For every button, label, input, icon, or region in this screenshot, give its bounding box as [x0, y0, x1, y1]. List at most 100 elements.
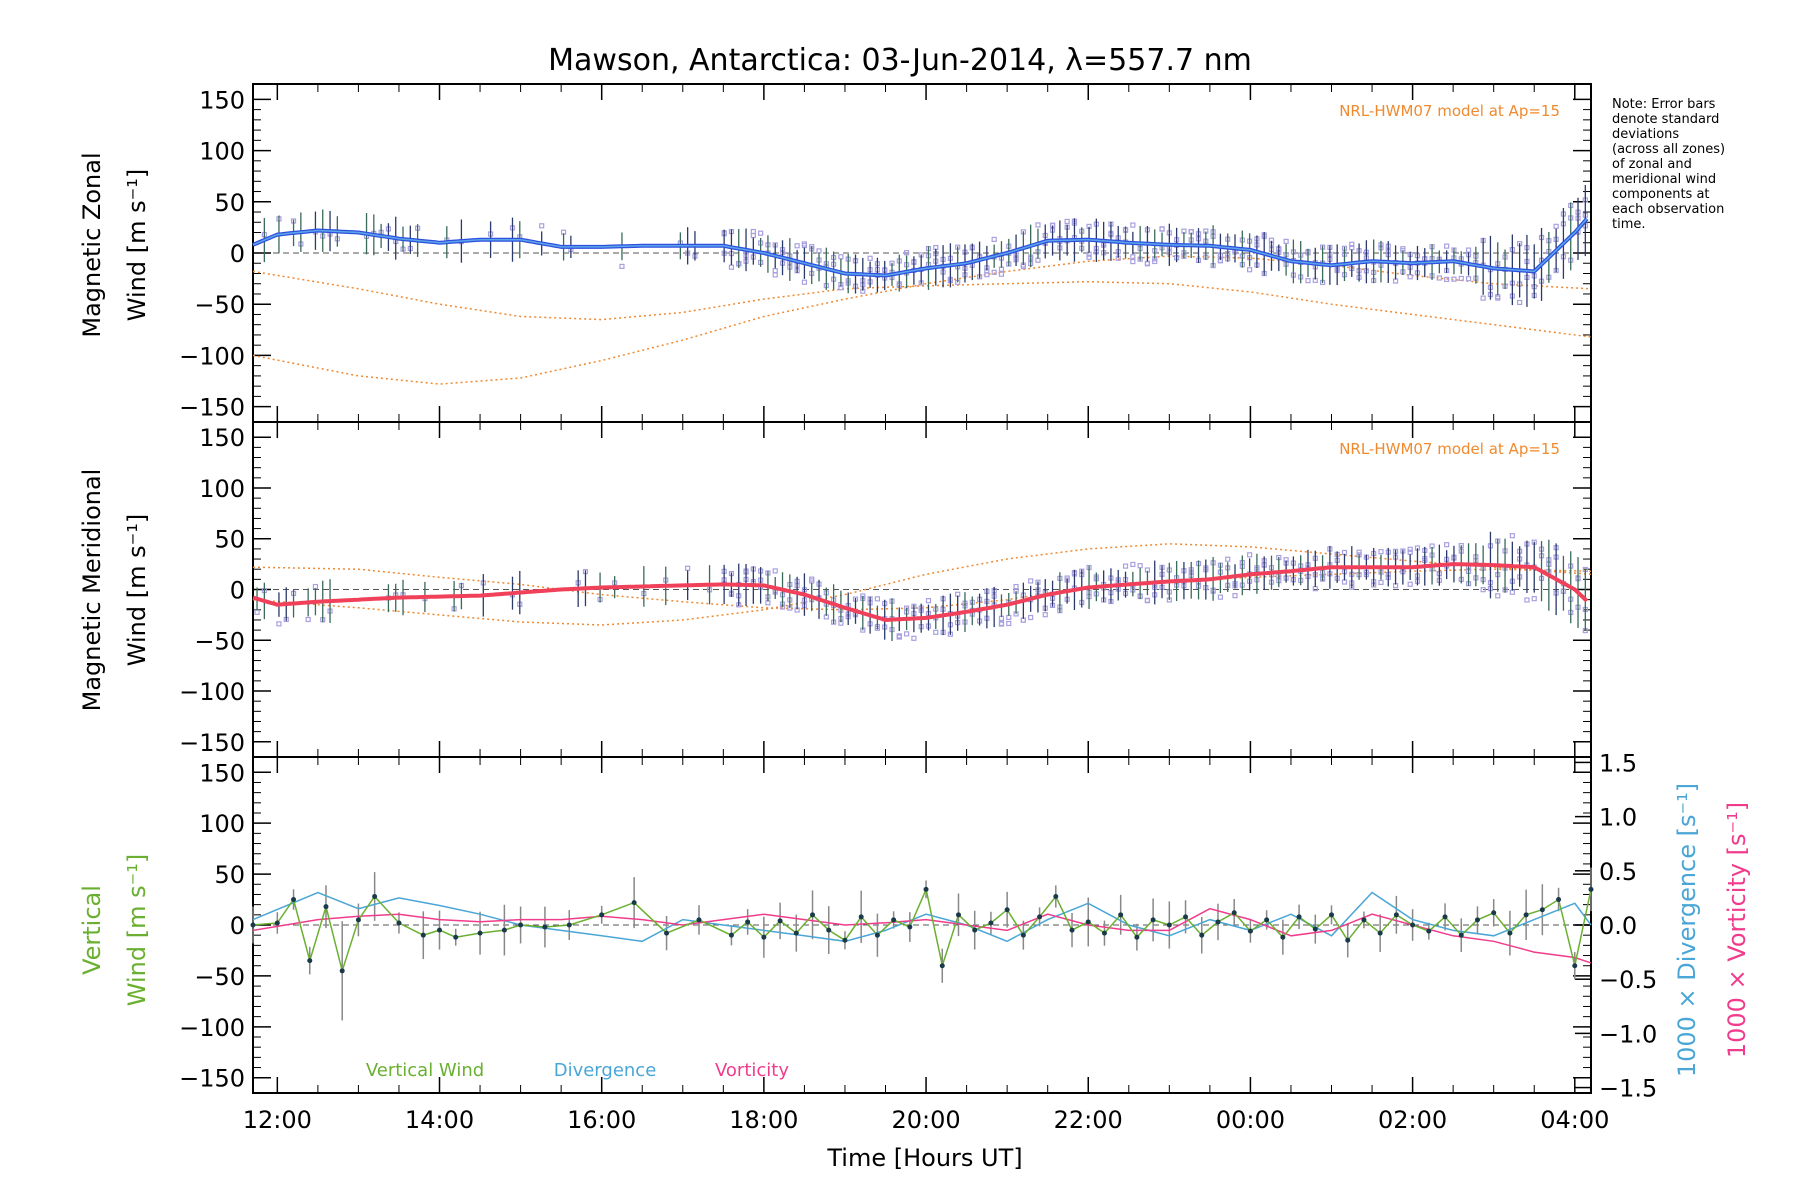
vertical-wind-point: [1150, 917, 1156, 923]
note-line: each observation: [1612, 202, 1724, 217]
zone-sample: [867, 255, 873, 261]
zone-sample: [998, 620, 1005, 627]
vertical-wind-point: [631, 900, 637, 906]
y-tick-label: −100: [179, 342, 245, 370]
vertical-wind-point: [1361, 917, 1367, 923]
vertical-wind-point: [355, 917, 361, 923]
vertical-wind-point: [1523, 912, 1529, 918]
zone-sample: [772, 268, 778, 274]
zone-sample: [1247, 552, 1253, 558]
zone-sample: [1378, 549, 1384, 555]
y-tick-label: −100: [179, 678, 245, 706]
zone-sample: [1495, 294, 1501, 300]
panel-zonal: 150 100 50 0 −50 −100 −150 NRL-HWM07 model at A…: [179, 83, 1592, 423]
zone-sample: [1013, 583, 1019, 590]
zone-sample: [685, 565, 691, 571]
y-tick-label: 150: [199, 759, 245, 787]
zone-sample: [816, 248, 822, 254]
vertical-wind-point: [777, 918, 783, 924]
vertical-wind-point: [1020, 932, 1026, 938]
vertical-wind-point: [858, 914, 864, 920]
zonal-ylabel-line1: Magnetic Zonal: [78, 152, 106, 337]
vertical-wind-point: [664, 930, 670, 936]
zone-sample: [1130, 561, 1136, 568]
y-tick-label: 50: [214, 526, 245, 554]
figure-title: Mawson, Antarctica: 03-Jun-2014, λ=557.7…: [548, 43, 1252, 78]
vertical-wind-point: [1442, 914, 1448, 920]
y-tick-label: 150: [199, 86, 245, 114]
y2-tick-label: −0.5: [1599, 966, 1657, 994]
zone-sample: [801, 241, 808, 247]
model-curve: [252, 543, 1592, 626]
zone-sample: [1006, 614, 1012, 621]
y-tick-label: −150: [179, 394, 245, 422]
zone-sample: [991, 236, 997, 242]
divergence-right-label: 1000 × Divergence [s⁻¹]: [1673, 783, 1701, 1077]
zone-sample: [838, 254, 844, 260]
y-tick-label: 0: [230, 912, 245, 940]
zone-sample: [1217, 594, 1224, 600]
panel-vertical: 150 100 50 0 −50 −100 −150 1.5 1.0 0.5 0.0 −0.5 −1.0…: [179, 749, 1657, 1102]
note-line: components at: [1612, 187, 1710, 202]
zone-sample: [728, 264, 735, 270]
zone-sample: [1028, 578, 1034, 584]
vertical-wind-point: [761, 934, 767, 940]
x-tick-label: 04:00: [1540, 1106, 1609, 1134]
vertical-wind-point: [1037, 914, 1043, 920]
vertical-wind-point: [1296, 914, 1302, 920]
vertical-wind-point: [988, 920, 994, 926]
zone-sample: [1444, 243, 1450, 249]
zone-sample: [1458, 275, 1464, 282]
vertical-wind-point: [1393, 912, 1399, 918]
vertical-wind-point: [842, 937, 848, 943]
vertical-ylabel-line1: Vertical: [78, 885, 106, 975]
vorticity-right-label: 1000 × Vorticity [s⁻¹]: [1723, 802, 1751, 1058]
vertical-wind-point: [250, 922, 256, 928]
zone-sample: [1028, 614, 1034, 621]
zone-sample: [801, 279, 808, 285]
zone-sample: [772, 568, 778, 574]
x-axis-label: Time [Hours UT]: [826, 1144, 1022, 1172]
zone-sample: [1553, 223, 1559, 229]
zone-sample: [911, 635, 917, 641]
x-tick-label: 02:00: [1378, 1106, 1447, 1134]
vertical-wind-point: [1539, 907, 1545, 913]
legend-item: Vorticity: [715, 1060, 789, 1081]
vertical-wind-point: [826, 927, 832, 933]
legend-item: Divergence: [554, 1060, 657, 1081]
x-tick-label: 20:00: [891, 1106, 960, 1134]
zone-sample: [1480, 295, 1486, 301]
zone-sample: [1312, 586, 1318, 592]
vertical-wind-point: [696, 917, 702, 923]
zone-sample: [1465, 276, 1472, 282]
vertical-wind-point: [1166, 922, 1172, 928]
zone-sample: [1130, 222, 1136, 228]
zone-sample: [1480, 587, 1486, 593]
zone-sample: [1130, 254, 1136, 260]
vertical-wind-point: [1053, 893, 1059, 899]
y-tick-label: 150: [199, 424, 245, 452]
vertical-wind-point: [1491, 910, 1497, 916]
vertical-wind-point: [1329, 912, 1335, 918]
zone-sample: [1086, 254, 1092, 260]
zone-sample: [1495, 593, 1501, 599]
y-tick-label: −50: [194, 963, 245, 991]
y-tick-label: −50: [194, 291, 245, 319]
zone-sample: [276, 621, 282, 627]
zone-sample: [619, 263, 625, 269]
zone-sample: [991, 269, 997, 275]
zone-sample: [750, 228, 756, 235]
vertical-wind-point: [1280, 934, 1286, 940]
zone-sample: [1122, 563, 1129, 569]
y-tick-label: 50: [214, 861, 245, 889]
zone-sample: [1305, 278, 1311, 284]
zone-sample: [1035, 257, 1041, 263]
vertical-wind-point: [274, 920, 280, 926]
zone-sample: [903, 631, 910, 637]
zone-sample: [1042, 612, 1048, 618]
note-line: (across all zones): [1612, 142, 1725, 157]
y2-tick-label: 0.5: [1599, 858, 1637, 886]
vertical-wind-point: [728, 932, 734, 938]
zone-sample: [1451, 276, 1457, 282]
